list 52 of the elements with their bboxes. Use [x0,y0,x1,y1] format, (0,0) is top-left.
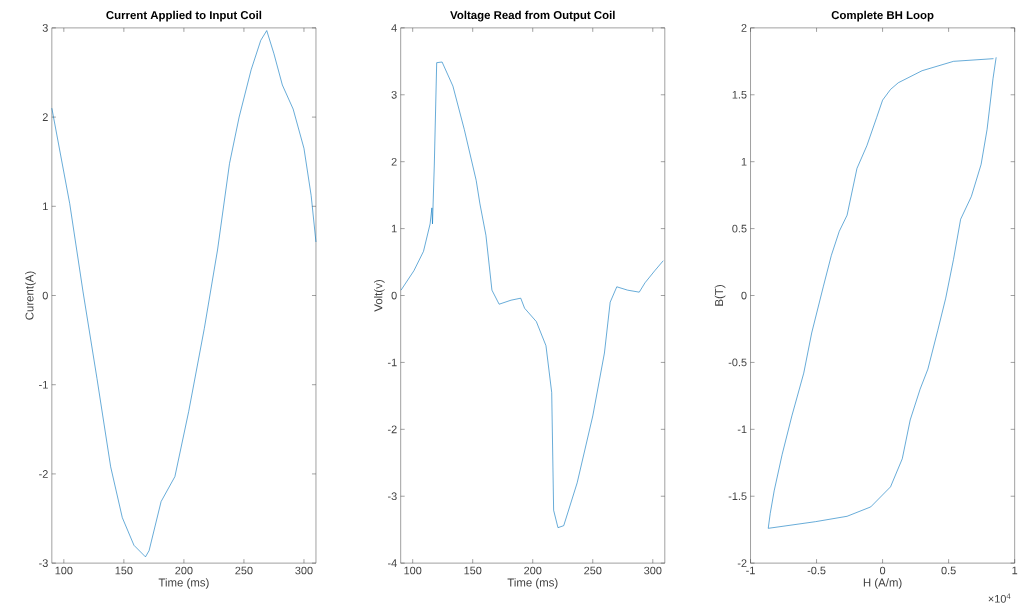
y-tick-label: -3 [387,492,397,501]
y-tick-label: 3 [391,90,397,99]
y-tick-label: 2 [391,157,397,166]
y-axis-title: B(T) [714,285,726,306]
y-tick-label: -2 [39,470,48,478]
x-tick-label: 250 [584,566,602,575]
line-series [51,30,317,558]
x-tick-label: 150 [464,566,482,575]
chart-title: Complete BH Loop [831,10,934,22]
y-tick-label: 3 [42,24,48,32]
y-tick-label: 0 [391,291,397,300]
y-tick-label: 0.5 [732,224,747,233]
y-tick-label: 2 [42,113,48,121]
y-tick-label: -0.5 [728,358,747,367]
x-tick-label: 200 [175,566,193,575]
y-tick-label: 0 [42,291,48,300]
x-tick-label: 200 [524,566,542,575]
y-tick-label: -1 [39,380,48,389]
y-tick-label: 1 [741,157,747,166]
y-tick-label: 0 [741,291,747,300]
chart-title: Current Applied to Input Coil [106,10,262,22]
x-axis-title: Time (ms) [507,578,558,589]
x-axis-title: H (A/m) [863,578,902,589]
line-series [400,61,664,528]
y-tick-label: 4 [391,24,397,32]
y-tick-label: -1 [737,425,747,434]
x-tick-label: 300 [644,566,662,575]
y-tick-label: -1.5 [728,492,747,501]
y-tick-label: -2 [737,559,747,567]
x-tick-label: 1 [1012,566,1018,575]
y-tick-label: 1 [43,202,48,211]
x-tick-label: 250 [235,566,253,575]
y-tick-label: 1 [391,224,397,233]
y-axis-title: Curent(A) [25,271,36,320]
x-tick-label: 300 [295,566,313,575]
x-tick-label: 0 [879,566,886,575]
chart-title: Voltage Read from Output Coil [450,10,615,22]
y-axis-title: Volt(v) [374,280,385,312]
line-series [767,57,997,529]
text: ×10$^{4}$ [988,593,1011,603]
y-tick-label: -3 [39,559,48,568]
x-tick-label: 150 [115,566,133,575]
y-tick-label: 1.5 [732,91,747,99]
x-tick-label: 0.5 [941,566,956,575]
y-tick-label: -1 [387,358,397,367]
x-axis-title: Time (ms) [158,578,209,589]
y-tick-label: -4 [387,559,397,567]
y-tick-label: -2 [387,425,397,434]
x-tick-label: 100 [404,566,422,575]
x-tick-label: 100 [55,566,73,575]
x-tick-label: -0.5 [807,566,826,575]
y-tick-label: 2 [741,24,747,32]
